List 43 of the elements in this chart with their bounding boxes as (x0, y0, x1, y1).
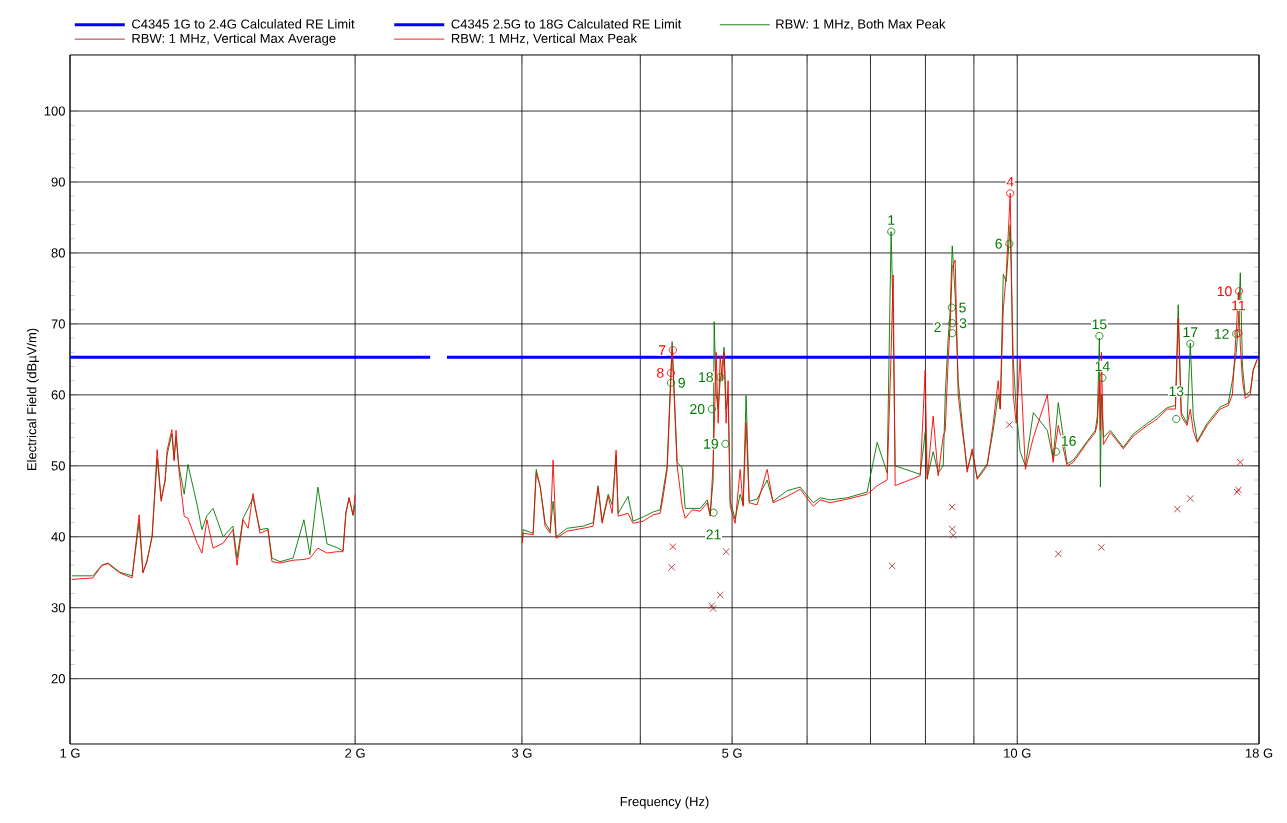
legend-label: C4345 1G to 2.4G Calculated RE Limit (132, 19, 355, 29)
annotation: 2 (934, 322, 941, 333)
annotation: 20 (690, 404, 705, 415)
annotation: 4 (1006, 176, 1014, 187)
y-tick-label: 80 (51, 248, 65, 258)
annotation: 8 (657, 367, 664, 378)
x-tick-label: 10 G (1004, 748, 1031, 758)
annotation: 17 (1183, 327, 1198, 337)
y-tick-label: 90 (51, 177, 65, 187)
x-tick-label: 18 G (1245, 748, 1273, 758)
annotation: 19 (704, 438, 718, 449)
legend-label: RBW: 1 MHz, Vertical Max Average (132, 33, 336, 46)
y-tick-label: 70 (51, 319, 65, 329)
y-axis-title: Electrical Field (dBµV/m) (26, 328, 39, 471)
annotation: 3 (959, 318, 967, 329)
x-tick-label: 2 G (345, 748, 365, 758)
y-tick-label: 50 (51, 461, 65, 471)
annotation: 6 (995, 238, 1002, 249)
y-tick-label: 30 (51, 603, 65, 613)
annotation: 10 (1217, 286, 1232, 297)
legend-label: RBW: 1 MHz, Vertical Max Peak (451, 33, 637, 45)
annotation: 5 (959, 302, 966, 313)
legend-label: C4345 2.5G to 18G Calculated RE Limit (451, 19, 682, 29)
annotation: 1 (888, 215, 895, 225)
x-tick-label: 5 G (722, 748, 742, 758)
annotation: 21 (706, 529, 721, 540)
legend-label: RBW: 1 MHz, Both Max Peak (776, 19, 946, 31)
annotation: 11 (1232, 300, 1245, 311)
y-tick-label: 100 (44, 106, 65, 116)
annotation: 18 (699, 372, 713, 383)
y-tick-label: 60 (51, 390, 65, 400)
x-tick-label: 1 G (60, 748, 80, 758)
x-axis-title: Frequency (Hz) (620, 796, 709, 809)
annotation: 12 (1214, 328, 1229, 339)
y-tick-label: 20 (51, 674, 65, 684)
annotation: 9 (678, 377, 685, 388)
annotation: 13 (1169, 386, 1184, 397)
annotation: 15 (1092, 319, 1107, 330)
y-tick-label: 40 (51, 532, 65, 542)
annotation: 14 (1095, 361, 1110, 372)
annotation: 16 (1061, 435, 1076, 446)
annotation: 7 (659, 345, 666, 355)
x-tick-label: 3 G (511, 748, 532, 758)
